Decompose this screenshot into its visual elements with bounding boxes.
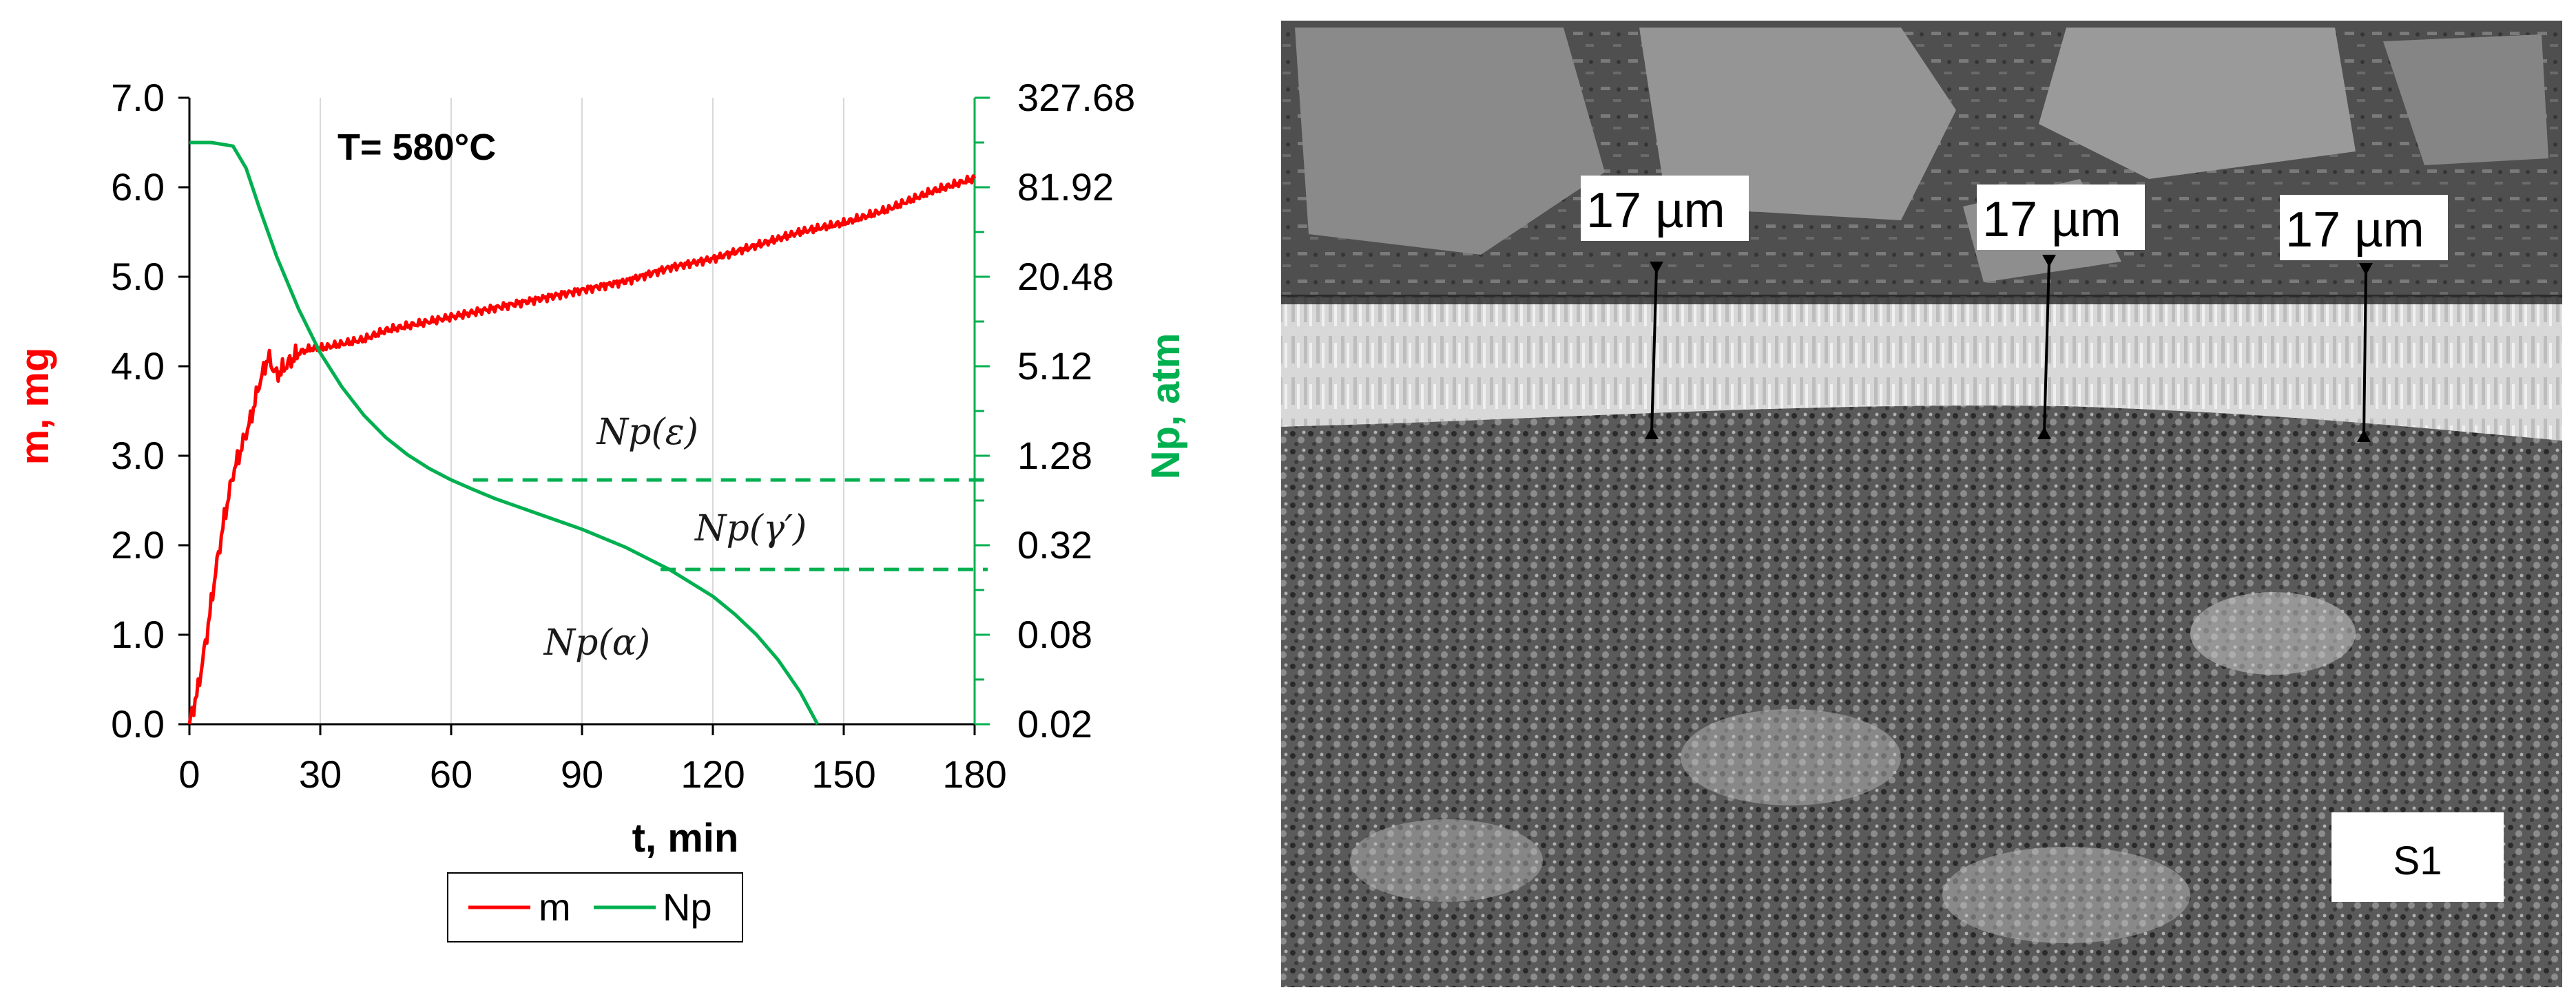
x-tick-label: 90 — [561, 752, 603, 796]
curve-label: Np(α) — [543, 622, 650, 664]
legend: m Np — [447, 872, 743, 942]
y-right-tick-label: 0.02 — [1017, 702, 1092, 746]
mount-particle — [2383, 34, 2548, 165]
y-right-tick-label: 1.28 — [1017, 434, 1092, 477]
y-right-tick-label: 0.08 — [1017, 613, 1092, 656]
y-right-tick-label: 5.12 — [1017, 344, 1092, 388]
x-tick-label: 180 — [942, 752, 1006, 796]
micrograph: 17 µm 17 µm 17 µm S1 — [1281, 21, 2562, 987]
y-right-tick-label: 327.68 — [1017, 76, 1135, 119]
threshold-label: Np(ε) — [596, 412, 698, 453]
series-line-np — [189, 140, 820, 726]
gridlines — [320, 98, 844, 724]
x-tick-label: 30 — [299, 752, 342, 796]
y-left-tick-label: 2.0 — [111, 523, 165, 567]
y-left-tick-label: 7.0 — [111, 76, 165, 119]
substrate-patch — [1942, 847, 2190, 943]
y-right-tick-labels: 0.02 0.08 0.32 1.28 5.12 20.48 81.92 327.68 — [1017, 76, 1135, 746]
temperature-annotation: T= 580°C — [337, 127, 496, 168]
sample-label: S1 — [2393, 839, 2442, 883]
thickness-label-1: 17 µm — [1586, 183, 1725, 238]
series-lines — [187, 140, 977, 726]
y-left-tick-label: 6.0 — [111, 165, 165, 209]
mount-particle — [2039, 28, 2356, 179]
mount-particle — [1639, 28, 1956, 220]
sample-label-box — [2331, 812, 2504, 902]
y-right-tick-label: 81.92 — [1017, 165, 1114, 209]
thickness-label-box-2 — [1977, 185, 2145, 250]
y-left-tick-label: 5.0 — [111, 255, 165, 298]
y-right-axis-title: Np, atm — [1143, 333, 1188, 480]
thickness-label-2: 17 µm — [1982, 192, 2121, 247]
y-right-tick-label: 20.48 — [1017, 255, 1114, 298]
axes — [178, 96, 990, 735]
y-left-tick-label: 0.0 — [111, 702, 165, 746]
legend-label-m: m — [539, 885, 571, 929]
x-tick-label: 0 — [178, 752, 200, 796]
compound-layer — [1281, 297, 2562, 441]
threshold-label: Np(γ′) — [694, 508, 807, 549]
x-tick-labels: 0 30 60 90 120 150 180 — [178, 752, 1006, 796]
y-left-tick-label: 3.0 — [111, 434, 165, 477]
y-left-axis-title: m, mg — [12, 348, 57, 465]
layer-top-edge — [1281, 295, 2562, 304]
y-right-tick-label: 0.32 — [1017, 523, 1092, 567]
thickness-marker-1 — [1645, 262, 1663, 439]
threshold-lines — [472, 478, 988, 571]
substrate-patch — [1350, 819, 1543, 902]
substrate-patch — [1681, 709, 1901, 805]
thickness-marker-2 — [2037, 255, 2056, 439]
thickness-label-box-1 — [1581, 176, 1749, 241]
y-left-tick-labels: 0.0 1.0 2.0 3.0 4.0 5.0 6.0 7.0 — [111, 76, 165, 746]
thickness-label-3: 17 µm — [2285, 202, 2424, 257]
x-tick-label: 120 — [681, 752, 745, 796]
legend-label-np: Np — [663, 885, 712, 929]
substrate-patch — [2190, 592, 2356, 675]
chart-area: 0 30 60 90 120 150 180 0.0 1.0 2.0 3.0 4.0 5.0 6.0 7.… — [12, 76, 1188, 942]
mount-particle — [1295, 28, 1605, 255]
annotations: Np(ε) Np(γ′) Np(α) — [543, 412, 807, 664]
x-tick-label: 150 — [811, 752, 875, 796]
y-left-tick-label: 1.0 — [111, 613, 165, 656]
thickness-label-box-3 — [2280, 195, 2448, 260]
x-axis-title: t, min — [632, 816, 739, 861]
x-tick-label: 60 — [430, 752, 472, 796]
y-left-tick-label: 4.0 — [111, 344, 165, 388]
thickness-marker-3 — [2357, 263, 2373, 442]
